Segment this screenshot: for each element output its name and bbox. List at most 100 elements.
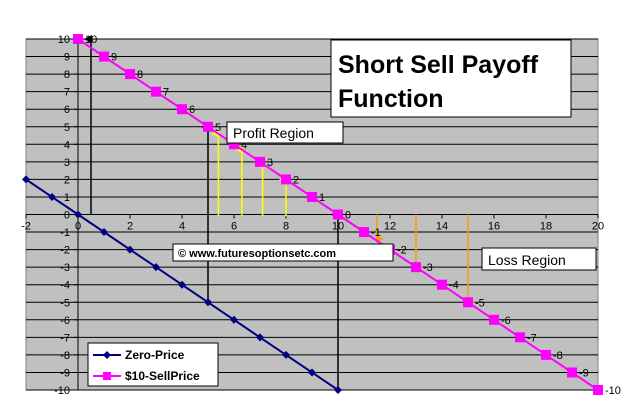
point-sell-price	[593, 385, 603, 395]
chart-title-line1: Short Sell Payoff	[338, 51, 539, 79]
y-tick-label: 9	[64, 52, 70, 64]
data-label: 9	[111, 52, 117, 64]
point-sell-price	[333, 209, 343, 220]
data-label: -5	[475, 297, 485, 309]
y-tick-label: -6	[60, 315, 70, 327]
y-tick-label: 0	[64, 210, 70, 222]
x-tick-label: -2	[21, 221, 31, 233]
x-tick-label: 8	[283, 221, 289, 233]
point-sell-price	[411, 262, 421, 273]
y-tick-label: 3	[64, 157, 70, 169]
point-sell-price	[99, 51, 109, 62]
point-zero-price	[152, 263, 160, 272]
x-tick-labels: -202468101214161820	[21, 221, 604, 233]
point-zero-price	[204, 298, 212, 307]
series-group	[22, 34, 603, 395]
data-label: -3	[423, 262, 433, 274]
data-label: 3	[267, 157, 273, 169]
legend: Zero-Price $10-SellPrice	[87, 342, 219, 387]
data-label: 0	[345, 210, 351, 222]
x-tick-label: 18	[540, 221, 552, 233]
point-sell-price	[73, 34, 83, 44]
data-label: 5	[215, 122, 221, 134]
arrows	[84, 35, 475, 390]
y-tick-label: -1	[60, 227, 70, 239]
point-zero-price	[282, 350, 290, 359]
y-tick-label: -10	[54, 385, 70, 397]
data-label: 4	[241, 139, 247, 151]
data-label: 6	[189, 104, 195, 116]
point-zero-price	[230, 315, 238, 324]
data-label: 10	[85, 34, 97, 46]
chart-title-line2: Function	[338, 85, 444, 113]
profit-region-label: Profit Region	[233, 125, 314, 141]
x-tick-label: 12	[384, 221, 396, 233]
y-tick-label: 10	[58, 34, 70, 46]
legend-label-sell-price: $10-SellPrice	[125, 369, 200, 383]
y-tick-label: 7	[64, 87, 70, 99]
y-tick-label: 8	[64, 69, 70, 81]
data-label: -8	[553, 350, 563, 362]
x-tick-label: 20	[592, 221, 604, 233]
data-label: -10	[605, 385, 621, 397]
point-sell-price	[437, 279, 447, 290]
point-sell-price	[515, 332, 525, 343]
loss-region-box: Loss Region	[481, 247, 597, 271]
data-label: -9	[579, 367, 589, 379]
data-label: -7	[527, 332, 537, 344]
point-sell-price	[307, 191, 317, 202]
point-zero-price	[22, 175, 30, 184]
point-sell-price	[567, 367, 577, 378]
legend-marker-zero-price	[103, 351, 111, 359]
point-sell-price	[177, 104, 187, 115]
y-tick-label: 2	[64, 174, 70, 186]
legend-label-zero-price: Zero-Price	[125, 348, 185, 362]
data-label: -6	[501, 315, 511, 327]
x-tick-label: 4	[179, 221, 185, 233]
legend-marker-sell-price	[103, 372, 111, 380]
x-tick-label: 6	[231, 221, 237, 233]
point-sell-price	[541, 349, 551, 360]
data-label: 2	[293, 174, 299, 186]
point-sell-price	[255, 156, 265, 167]
y-tick-label: -4	[60, 280, 70, 292]
point-zero-price	[126, 245, 134, 254]
data-label: -2	[397, 245, 407, 257]
point-sell-price	[151, 86, 161, 97]
x-tick-label: 0	[75, 221, 81, 233]
x-tick-label: 2	[127, 221, 133, 233]
y-tick-label: -3	[60, 262, 70, 274]
data-label: 7	[163, 87, 169, 99]
point-zero-price	[308, 368, 316, 377]
x-tick-label: 14	[436, 221, 448, 233]
data-label: 1	[319, 192, 325, 204]
y-tick-label: -8	[60, 350, 70, 362]
point-sell-price	[229, 139, 239, 150]
point-sell-price	[203, 121, 213, 132]
point-zero-price	[334, 386, 342, 394]
point-sell-price	[489, 314, 499, 325]
point-zero-price	[48, 192, 56, 201]
chart-title-box: Short Sell Payoff Function	[330, 39, 572, 118]
y-tick-label: -5	[60, 297, 70, 309]
point-zero-price	[100, 228, 108, 237]
point-zero-price	[178, 280, 186, 289]
y-tick-label: 4	[64, 139, 70, 151]
point-sell-price	[281, 174, 291, 185]
x-tick-label: 16	[488, 221, 500, 233]
point-sell-price	[125, 69, 135, 80]
profit-region-box: Profit Region	[226, 121, 344, 144]
data-label: -4	[449, 280, 459, 292]
y-tick-label: -2	[60, 245, 70, 257]
point-sell-price	[463, 297, 473, 308]
y-tick-label: 6	[64, 104, 70, 116]
point-zero-price	[74, 210, 82, 219]
loss-region-label: Loss Region	[488, 252, 566, 268]
point-zero-price	[256, 333, 264, 342]
y-tick-label: -9	[60, 367, 70, 379]
y-tick-label: 1	[64, 192, 70, 204]
y-tick-label: -7	[60, 332, 70, 344]
